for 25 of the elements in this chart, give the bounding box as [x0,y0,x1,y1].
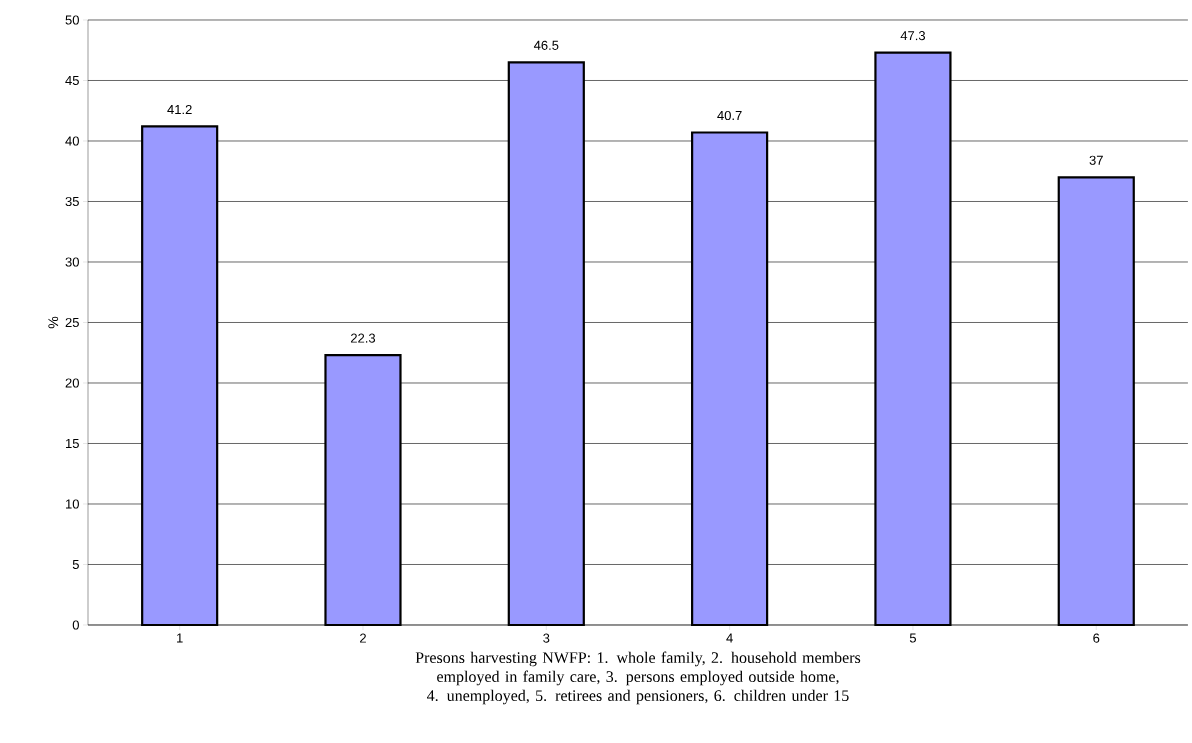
y-tick-label: 10 [66,499,79,509]
y-axis-title: % [48,316,59,329]
x-tick-label: 3 [543,633,550,643]
data-label: 46.5 [533,40,559,50]
y-tick-label: 20 [65,378,79,388]
y-tick-label: 25 [65,317,79,328]
y-tick-label: 15 [66,438,79,449]
x-tick-label: 4 [726,633,733,643]
x-axis-title: Presons harvesting NWFP: 1. whole family, 2. household members employed in family care, 3. persons employed outside home, 4. unemployed, 5. retirees and pensioners, 6. children under 15 [415,651,861,705]
data-label: 37 [1089,155,1103,165]
data-label: 40.7 [717,110,742,121]
y-tick-label: 35 [65,196,79,207]
data-label: 47.3 [900,31,926,41]
data-label: 41.2 [167,104,192,115]
y-tick-label: 0 [72,620,79,630]
x-tick-label: 2 [360,633,366,643]
y-tick-label: 50 [65,15,79,25]
y-tick-label: 30 [65,257,79,267]
x-tick-label: 1 [177,633,183,643]
y-tick-label: 45 [65,75,79,86]
x-tick-label: 5 [909,633,916,643]
y-tick-label: 5 [72,559,79,570]
data-label: 22.3 [350,333,376,343]
x-tick-label: 6 [1093,633,1100,643]
y-tick-label: 40 [65,136,79,146]
